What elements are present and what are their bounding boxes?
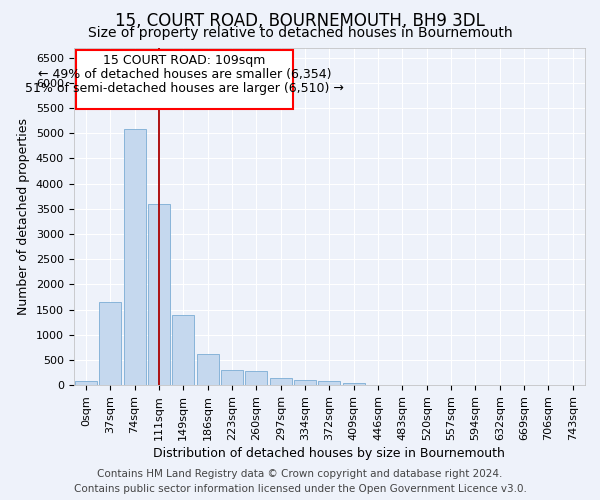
Text: Size of property relative to detached houses in Bournemouth: Size of property relative to detached ho…: [88, 26, 512, 40]
Text: ← 49% of detached houses are smaller (6,354): ← 49% of detached houses are smaller (6,…: [38, 68, 331, 81]
Bar: [319, 382, 340, 385]
Bar: [343, 383, 365, 385]
Bar: [148, 204, 170, 385]
FancyBboxPatch shape: [76, 50, 293, 109]
Bar: [367, 384, 389, 385]
Text: 51% of semi-detached houses are larger (6,510) →: 51% of semi-detached houses are larger (…: [25, 82, 344, 96]
Bar: [124, 130, 146, 385]
Text: 15 COURT ROAD: 109sqm: 15 COURT ROAD: 109sqm: [103, 54, 266, 67]
Text: 15, COURT ROAD, BOURNEMOUTH, BH9 3DL: 15, COURT ROAD, BOURNEMOUTH, BH9 3DL: [115, 12, 485, 30]
Bar: [294, 380, 316, 385]
Bar: [75, 382, 97, 385]
Text: Contains HM Land Registry data © Crown copyright and database right 2024.
Contai: Contains HM Land Registry data © Crown c…: [74, 469, 526, 494]
Bar: [99, 302, 121, 385]
Bar: [221, 370, 243, 385]
Bar: [197, 354, 218, 385]
Bar: [245, 371, 267, 385]
Bar: [269, 378, 292, 385]
Bar: [172, 314, 194, 385]
X-axis label: Distribution of detached houses by size in Bournemouth: Distribution of detached houses by size …: [154, 447, 505, 460]
Y-axis label: Number of detached properties: Number of detached properties: [17, 118, 30, 315]
